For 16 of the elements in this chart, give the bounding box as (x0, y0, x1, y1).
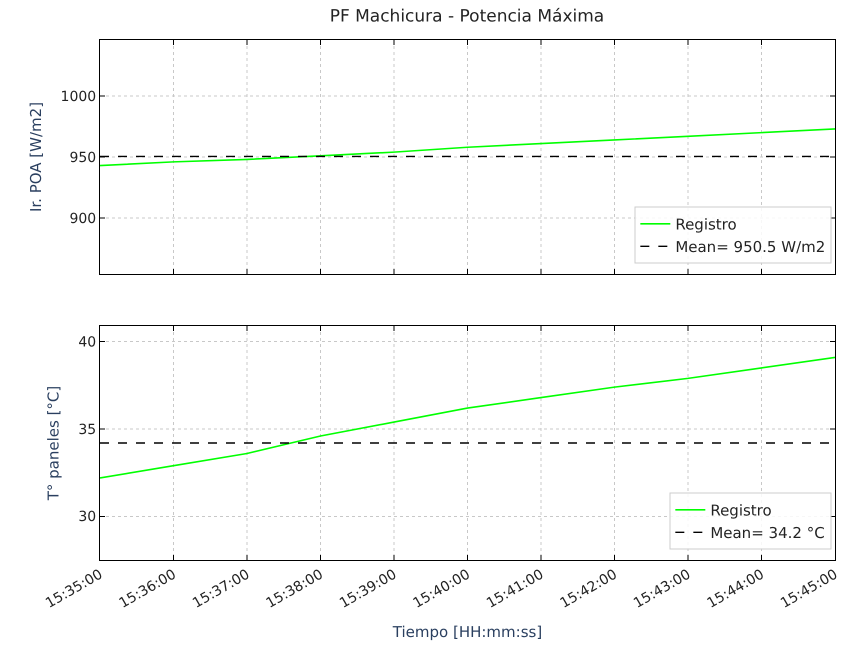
y-tick-label: 35 (78, 422, 96, 438)
line-series (100, 356, 835, 479)
legend-label: Registro (675, 216, 737, 234)
legend-label: Mean= 34.2 °C (710, 524, 825, 542)
y-axis-title: T° paneles [°C] (44, 386, 63, 502)
legend-label: Mean= 950.5 W/m2 (675, 238, 826, 256)
line-series (100, 128, 835, 166)
y-axis-title: Ir. POA [W/m2] (26, 102, 45, 212)
y-tick-label: 40 (78, 334, 96, 351)
chart-title: PF Machicura - Potencia Máxima (330, 6, 604, 27)
y-tick-label: 1000 (60, 88, 96, 105)
y-tick-label: 950 (69, 150, 96, 166)
legend-label: Registro (710, 502, 772, 520)
x-axis-title: Tiempo [HH:mm:ss] (392, 622, 542, 641)
y-tick-label: 30 (78, 509, 96, 526)
y-tick-label: 900 (69, 210, 96, 227)
